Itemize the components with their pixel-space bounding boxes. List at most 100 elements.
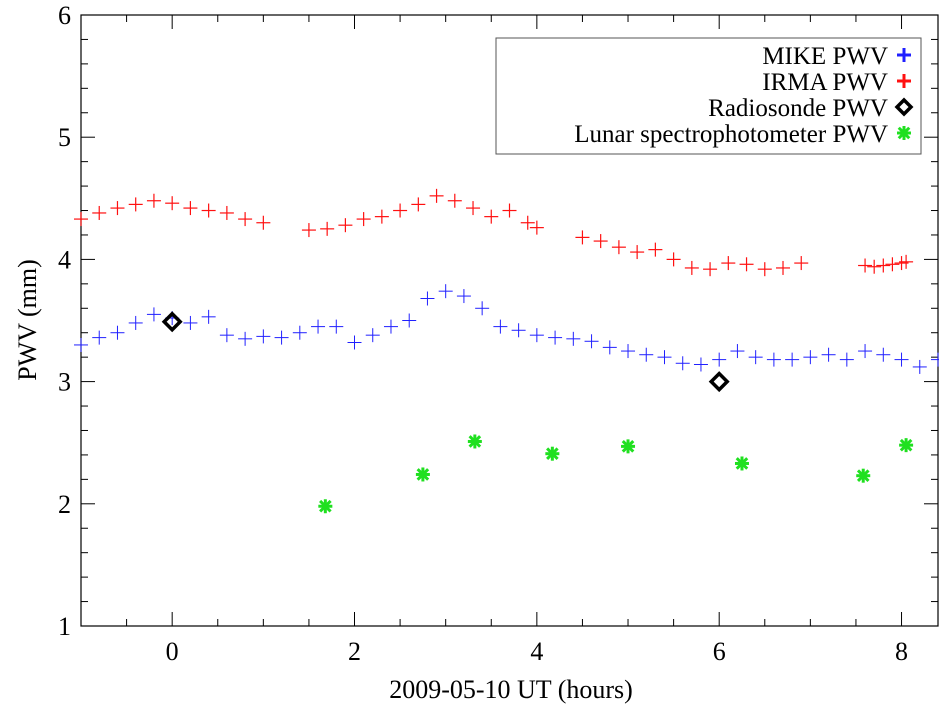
irma-pwv-point xyxy=(876,258,891,273)
irma-pwv-point xyxy=(867,259,882,274)
mike-pwv-point xyxy=(839,352,854,367)
irma-pwv-point xyxy=(611,240,626,255)
irma-pwv-point xyxy=(885,257,900,272)
irma-pwv-point xyxy=(776,260,791,275)
irma-pwv-point xyxy=(684,260,699,275)
mike-pwv-point xyxy=(712,352,727,367)
mike-pwv-point xyxy=(766,352,781,367)
irma-pwv-point xyxy=(411,197,426,212)
mike-pwv-point xyxy=(785,352,800,367)
mike-pwv-point xyxy=(110,325,125,340)
mike-pwv-point xyxy=(383,319,398,334)
plot-area-border xyxy=(80,14,939,627)
mike-pwv-point xyxy=(329,319,344,334)
legend-label: Radiosonde PWV xyxy=(708,95,888,122)
mike-pwv-point xyxy=(931,352,939,367)
legend-box xyxy=(495,37,922,155)
y-tick-label: 2 xyxy=(58,490,71,519)
mike-pwv-point xyxy=(566,331,581,346)
data-points xyxy=(74,188,939,514)
lunar-pwv-point xyxy=(318,499,333,514)
mike-pwv-point xyxy=(274,330,289,345)
lunar-pwv-point xyxy=(734,456,749,471)
mike-pwv-point xyxy=(219,328,234,343)
irma-pwv-point xyxy=(74,212,88,227)
mike-pwv-point xyxy=(621,344,636,359)
irma-pwv-point xyxy=(219,205,234,220)
mike-pwv-point xyxy=(256,329,271,344)
mike-pwv-point xyxy=(420,291,435,306)
irma-pwv-point xyxy=(128,197,143,212)
asterisk-bar-d2 xyxy=(856,469,870,483)
asterisk-bar-d2 xyxy=(468,435,482,448)
irma-pwv-point xyxy=(520,215,535,230)
lunar-pwv-point xyxy=(545,446,560,461)
mike-pwv-point xyxy=(201,309,216,324)
radiosonde-pwv-point xyxy=(161,311,183,333)
irma-pwv-point xyxy=(666,252,681,267)
irma-pwv-point xyxy=(146,193,161,208)
irma-pwv-point xyxy=(794,256,809,271)
mike-pwv-point xyxy=(803,350,818,365)
mike-pwv-point xyxy=(657,350,672,365)
mike-pwv-point xyxy=(74,337,88,352)
y-tick-label: 6 xyxy=(58,1,71,30)
mike-pwv-point xyxy=(493,319,508,334)
mike-pwv-point xyxy=(584,334,599,349)
irma-pwv-point xyxy=(301,223,316,238)
mike-pwv-point xyxy=(693,357,708,372)
series-mike-pwv xyxy=(74,284,939,374)
irma-pwv-point xyxy=(703,262,718,277)
irma-pwv-point xyxy=(320,221,335,236)
mike-pwv-point xyxy=(475,301,490,316)
mike-pwv-point xyxy=(311,319,326,334)
mike-pwv-point xyxy=(402,313,417,328)
irma-pwv-point xyxy=(374,209,389,224)
irma-pwv-point xyxy=(593,234,608,249)
y-axis-title: PWV (mm) xyxy=(13,259,42,381)
mike-pwv-point xyxy=(894,352,909,367)
mike-pwv-point xyxy=(92,330,107,345)
y-tick-label: 5 xyxy=(58,123,71,152)
asterisk-bar-d2 xyxy=(897,126,911,140)
mike-pwv-point xyxy=(146,307,161,322)
mike-pwv-point xyxy=(821,347,836,362)
y-tick-label: 4 xyxy=(58,245,71,274)
mike-pwv-point xyxy=(183,315,198,330)
irma-pwv-point xyxy=(630,245,645,260)
y-tick-label: 1 xyxy=(58,612,71,641)
x-tick-label: 8 xyxy=(895,637,908,666)
legend-label: IRMA PWV xyxy=(762,69,888,96)
irma-pwv-point xyxy=(338,218,353,233)
mike-pwv-point xyxy=(748,350,763,365)
irma-pwv-point xyxy=(356,212,371,227)
irma-pwv-point xyxy=(502,203,517,218)
irma-pwv-point xyxy=(447,193,462,208)
legend-marker xyxy=(894,97,914,117)
axis-ticks: 0 2 4 6 8 1 2 3 4 5 6 xyxy=(58,1,938,666)
asterisk-bar-d2 xyxy=(546,447,559,461)
irma-pwv-point xyxy=(110,201,125,216)
series-lunar-pwv xyxy=(318,434,914,514)
irma-pwv-point xyxy=(899,254,914,269)
mike-pwv-point xyxy=(128,315,143,330)
asterisk-bar-d2 xyxy=(621,440,635,453)
irma-pwv-point xyxy=(92,205,107,220)
mike-pwv-point xyxy=(529,328,544,343)
mike-pwv-point xyxy=(602,340,617,355)
irma-pwv-point xyxy=(238,212,253,227)
mike-pwv-point xyxy=(438,284,453,299)
irma-pwv-point xyxy=(575,230,590,245)
irma-pwv-point xyxy=(484,209,499,224)
legend-label: MIKE PWV xyxy=(762,43,888,70)
mike-pwv-point xyxy=(292,325,307,340)
mike-pwv-point xyxy=(858,344,873,359)
asterisk-bar-d2 xyxy=(319,499,332,513)
lunar-pwv-point xyxy=(899,438,914,453)
mike-pwv-point xyxy=(347,335,362,350)
mike-pwv-point xyxy=(511,323,526,338)
mike-pwv-point xyxy=(548,330,563,345)
irma-pwv-point xyxy=(393,203,408,218)
